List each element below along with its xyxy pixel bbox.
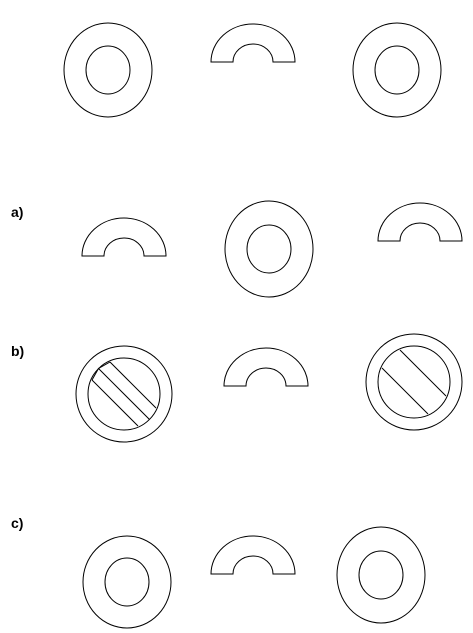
arch-icon	[210, 23, 296, 63]
option-c-row[interactable]	[82, 526, 426, 629]
option-a-label: a)	[11, 204, 24, 220]
ring-icon	[224, 200, 314, 298]
question-row	[63, 22, 442, 118]
ring-icon	[336, 526, 426, 624]
option-b-row[interactable]	[75, 333, 463, 443]
ring-icon	[82, 535, 172, 629]
arch-icon	[377, 202, 463, 242]
crossed-ring-icon	[75, 345, 173, 443]
arch-icon	[223, 347, 309, 387]
ring-icon	[352, 22, 442, 118]
crossed-ring-icon	[365, 333, 463, 431]
arch-icon	[210, 535, 296, 575]
option-c-label: c)	[11, 515, 24, 531]
arch-icon	[81, 217, 167, 257]
option-b-label: b)	[11, 343, 25, 359]
option-a-row[interactable]	[81, 200, 463, 298]
ring-icon	[63, 22, 153, 118]
